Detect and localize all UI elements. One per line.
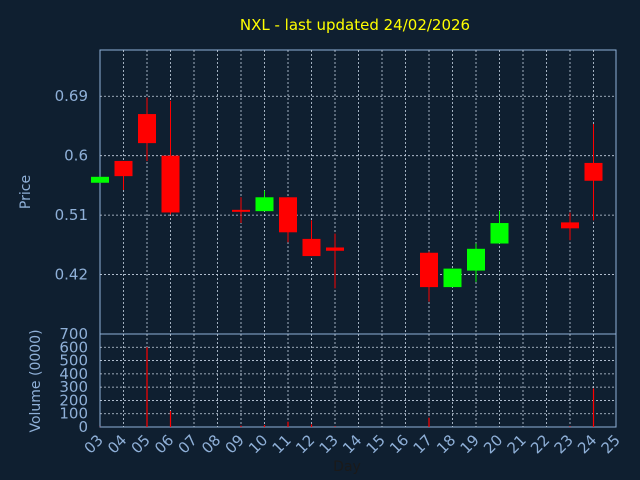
x-tick-label: 07 xyxy=(175,431,201,457)
x-tick-label: 15 xyxy=(363,431,389,457)
price-plot-area xyxy=(99,49,617,335)
candlesticks xyxy=(91,97,603,302)
candle-24 xyxy=(584,123,603,221)
candle-03 xyxy=(91,176,109,183)
candle-body xyxy=(255,197,274,212)
candle-body xyxy=(467,248,485,271)
candle-09 xyxy=(232,197,250,224)
candle-11 xyxy=(279,197,297,243)
price-y-axis: 0.69 0.6 0.51 0.42 xyxy=(55,87,88,283)
candle-body xyxy=(232,209,250,212)
price-tick-label: 0.51 xyxy=(55,206,88,224)
candle-12 xyxy=(302,220,321,257)
x-tick-label: 05 xyxy=(128,431,154,457)
x-tick-label: 19 xyxy=(457,431,483,457)
price-tick-label: 0.6 xyxy=(64,147,88,165)
x-tick-label: 09 xyxy=(222,431,248,457)
volume-plot-area xyxy=(99,333,617,428)
x-tick-label: 24 xyxy=(574,431,600,457)
price-tick-label: 0.42 xyxy=(55,266,88,284)
candle-17 xyxy=(420,251,438,302)
candle-body xyxy=(443,268,462,288)
chart-title: NXL - last updated 24/02/2026 xyxy=(240,16,470,34)
price-panel: 0.69 0.6 0.51 0.42 Price xyxy=(18,49,617,335)
x-tick-label: 20 xyxy=(480,431,506,457)
x-tick-label: 22 xyxy=(527,431,553,457)
candle-04 xyxy=(114,160,133,191)
x-tick-label: 10 xyxy=(245,431,271,457)
x-tick-label: 17 xyxy=(410,431,436,457)
candle-body xyxy=(561,222,579,229)
volume-grid xyxy=(100,334,616,427)
candle-body xyxy=(490,223,509,244)
candle-body xyxy=(161,155,180,213)
candle-06 xyxy=(161,100,180,215)
candle-body xyxy=(302,238,321,257)
x-tick-label: 16 xyxy=(386,431,412,457)
x-tick-label: 18 xyxy=(433,431,459,457)
candle-19 xyxy=(467,243,485,282)
volume-tick-label: 700 xyxy=(59,325,88,343)
candle-13 xyxy=(326,233,344,289)
candle-18 xyxy=(443,268,462,288)
volume-tick-label: 400 xyxy=(59,365,88,383)
candle-20 xyxy=(490,211,509,244)
candle-body xyxy=(138,114,156,144)
volume-tick-label: 200 xyxy=(59,391,88,409)
x-tick-label: 21 xyxy=(504,431,530,457)
x-tick-label: 12 xyxy=(292,431,318,457)
candle-body xyxy=(326,247,344,251)
candle-10 xyxy=(255,190,274,212)
x-axis: 0304050607080910111213141516171819202122… xyxy=(81,431,624,457)
candle-05 xyxy=(138,97,156,161)
x-tick-label: 08 xyxy=(198,431,224,457)
candle-body xyxy=(91,176,109,183)
x-tick-label: 06 xyxy=(151,431,177,457)
candle-body xyxy=(420,252,438,288)
volume-bars xyxy=(99,347,595,427)
x-tick-label: 23 xyxy=(551,431,577,457)
candle-body xyxy=(114,160,133,177)
volume-axis-label: Volume (0000) xyxy=(28,329,44,432)
volume-tick-label: 0 xyxy=(78,418,88,436)
volume-tick-label: 100 xyxy=(59,405,88,423)
candle-23 xyxy=(561,212,579,241)
x-axis-label: Day xyxy=(333,459,361,475)
price-axis-label: Price xyxy=(18,175,34,209)
x-tick-label: 25 xyxy=(598,431,624,457)
volume-tick-label: 600 xyxy=(59,338,88,356)
x-tick-label: 13 xyxy=(316,431,342,457)
volume-tick-label: 500 xyxy=(59,352,88,370)
candle-body xyxy=(279,197,297,233)
x-tick-label: 04 xyxy=(104,431,130,457)
x-tick-label: 14 xyxy=(339,431,365,457)
candle-body xyxy=(584,162,603,181)
volume-tick-label: 300 xyxy=(59,378,88,396)
x-tick-label: 11 xyxy=(269,431,295,457)
price-tick-label: 0.69 xyxy=(55,87,88,105)
